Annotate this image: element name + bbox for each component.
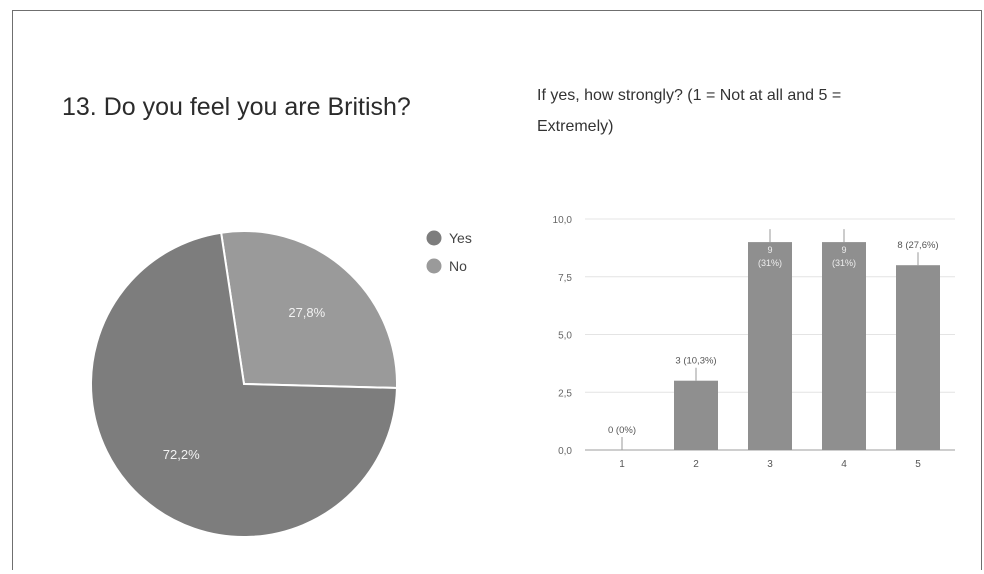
pie-slice-no: [219, 230, 398, 389]
legend-marker-yes: [426, 230, 442, 246]
bar-data-label: 9: [841, 245, 846, 255]
x-tick-label: 5: [915, 459, 921, 470]
y-tick-label: 10,0: [553, 215, 573, 226]
bar-chart-title: If yes, how strongly? (1 = Not at all an…: [537, 87, 842, 135]
bar-data-label: 9: [767, 245, 772, 255]
x-tick-label: 1: [619, 459, 625, 470]
x-tick-label: 4: [841, 459, 847, 470]
bar-2: [674, 380, 718, 450]
x-tick-label: 2: [693, 459, 699, 470]
pie-slice-label: 72,2%: [163, 447, 200, 462]
figure-frame: [12, 10, 982, 570]
legend-marker-no: [426, 258, 442, 274]
y-tick-label: 5,0: [558, 331, 572, 342]
y-tick-label: 0,0: [558, 446, 572, 457]
bar-data-label: 0 (0%): [608, 425, 636, 436]
x-tick-label: 3: [767, 459, 773, 470]
bar-data-label: 8 (27,6%): [897, 240, 938, 251]
legend-label-no: No: [449, 258, 467, 274]
bar-4: [822, 242, 866, 450]
bar-data-label: 3 (10,3%): [675, 356, 716, 367]
legend-label-yes: Yes: [449, 230, 472, 246]
pie-slice-label: 27,8%: [288, 305, 325, 320]
y-tick-label: 7,5: [558, 273, 572, 284]
pie-chart-title: 13. Do you feel you are British?: [62, 93, 411, 121]
bar-3: [748, 242, 792, 450]
bar-5: [896, 265, 940, 450]
pie-slice-yes: [90, 231, 398, 538]
bar-data-label: (31%): [832, 258, 856, 268]
bar-data-label: (31%): [758, 258, 782, 268]
y-tick-label: 2,5: [558, 388, 572, 399]
